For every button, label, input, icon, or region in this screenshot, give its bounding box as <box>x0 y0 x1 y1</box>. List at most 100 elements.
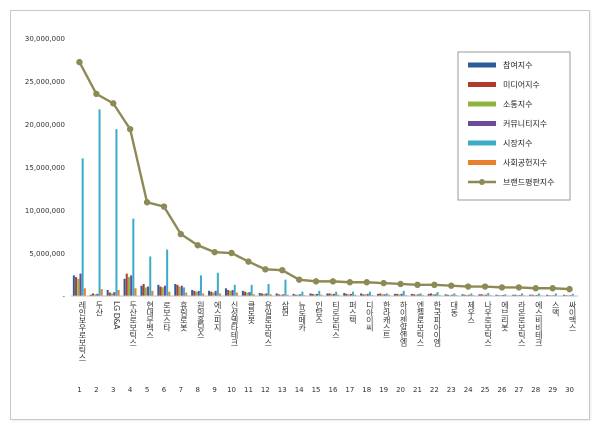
bar <box>463 294 466 296</box>
bar <box>79 273 82 296</box>
bar <box>202 293 205 296</box>
bar <box>193 290 196 296</box>
bar <box>571 293 574 296</box>
bar <box>402 290 405 296</box>
bar <box>100 289 103 296</box>
line-point <box>295 276 303 283</box>
bar <box>219 293 222 296</box>
x-rank-label: 8 <box>196 386 200 394</box>
legend-label: 브랜드평판지수 <box>503 177 555 187</box>
bar <box>400 293 403 296</box>
bar <box>444 294 447 296</box>
bar <box>77 278 80 296</box>
x-category-label: 한국피아이엠 <box>433 301 442 347</box>
bar <box>127 277 130 296</box>
bar <box>495 294 498 296</box>
line-point <box>262 266 269 273</box>
bar <box>267 283 270 296</box>
bar <box>248 292 251 296</box>
bar <box>383 294 386 296</box>
y-tick-label: 10,000,000 <box>25 207 65 215</box>
bar <box>163 285 166 296</box>
x-category-label: 에스비비테크 <box>534 301 543 346</box>
bar <box>185 292 188 296</box>
x-category-label: 클로봇 <box>247 301 256 325</box>
x-category-label: 나우로보틱스 <box>483 301 492 346</box>
bar <box>83 288 86 296</box>
bar <box>91 293 94 296</box>
line-point <box>380 279 387 287</box>
x-rank-label: 24 <box>464 386 473 394</box>
bar <box>362 294 365 296</box>
bar <box>216 272 219 296</box>
legend-label: 사회공헌지수 <box>503 159 547 168</box>
bar <box>277 294 280 296</box>
bar <box>366 293 369 296</box>
x-category-label: 에브리봇 <box>500 301 509 333</box>
x-rank-label: 16 <box>328 386 337 394</box>
bar <box>130 275 133 296</box>
line-point <box>245 258 252 265</box>
x-rank-label: 15 <box>312 386 321 394</box>
bar <box>482 294 485 296</box>
legend-swatch <box>468 140 496 146</box>
bar <box>446 294 449 296</box>
bar <box>191 289 194 296</box>
bar <box>332 293 335 296</box>
bar <box>311 293 314 296</box>
bar <box>546 294 549 296</box>
bar <box>144 287 147 296</box>
bar <box>461 294 464 296</box>
bar <box>337 294 340 296</box>
y-axis: 30,000,000 25,000,000 20,000,000 15,000,000… <box>25 35 66 301</box>
bar <box>140 285 143 296</box>
x-rank-label: 30 <box>565 386 574 394</box>
legend-swatch <box>468 62 496 68</box>
bar <box>89 294 92 296</box>
x-category-label: 퍼스텍 <box>348 301 357 325</box>
bar <box>478 294 481 296</box>
bar <box>328 293 331 296</box>
bar <box>419 293 422 296</box>
x-category-label: 삼현 <box>280 300 289 317</box>
bar <box>250 284 253 296</box>
legend-swatch <box>468 121 496 126</box>
line-point <box>481 283 489 290</box>
x-rank-label: 12 <box>261 386 270 394</box>
bar <box>294 294 297 296</box>
x-category-label: 뉴로메카 <box>297 301 306 333</box>
bar <box>115 129 118 296</box>
y-tick-label: 5,000,000 <box>29 250 65 258</box>
bar <box>75 277 78 296</box>
bar <box>284 279 287 296</box>
bar <box>468 294 471 296</box>
bar <box>246 292 249 296</box>
y-tick-label: 30,000,000 <box>25 35 65 43</box>
x-rank-label: 3 <box>111 386 115 394</box>
line-point <box>211 248 218 256</box>
line-point <box>346 279 354 286</box>
x-category-label: 레인보우로보틱스 <box>78 301 87 361</box>
bar <box>349 293 352 296</box>
x-rank-label: 28 <box>531 386 540 394</box>
bar <box>381 294 384 296</box>
x-category-label: 대동 <box>450 301 459 317</box>
bar <box>197 290 200 296</box>
x-category-label: 디아이씨 <box>365 301 374 332</box>
bar <box>413 294 416 296</box>
bar <box>429 293 432 296</box>
bar <box>427 293 430 296</box>
bar <box>142 283 145 296</box>
line-point <box>228 249 235 257</box>
bar <box>316 293 319 296</box>
bar <box>415 294 418 296</box>
bar <box>512 294 515 296</box>
line-point <box>431 281 438 289</box>
bar <box>94 294 97 296</box>
legend-label: 참여지수 <box>503 60 532 70</box>
bar <box>265 293 268 296</box>
bar <box>252 294 255 296</box>
bar <box>125 273 128 296</box>
